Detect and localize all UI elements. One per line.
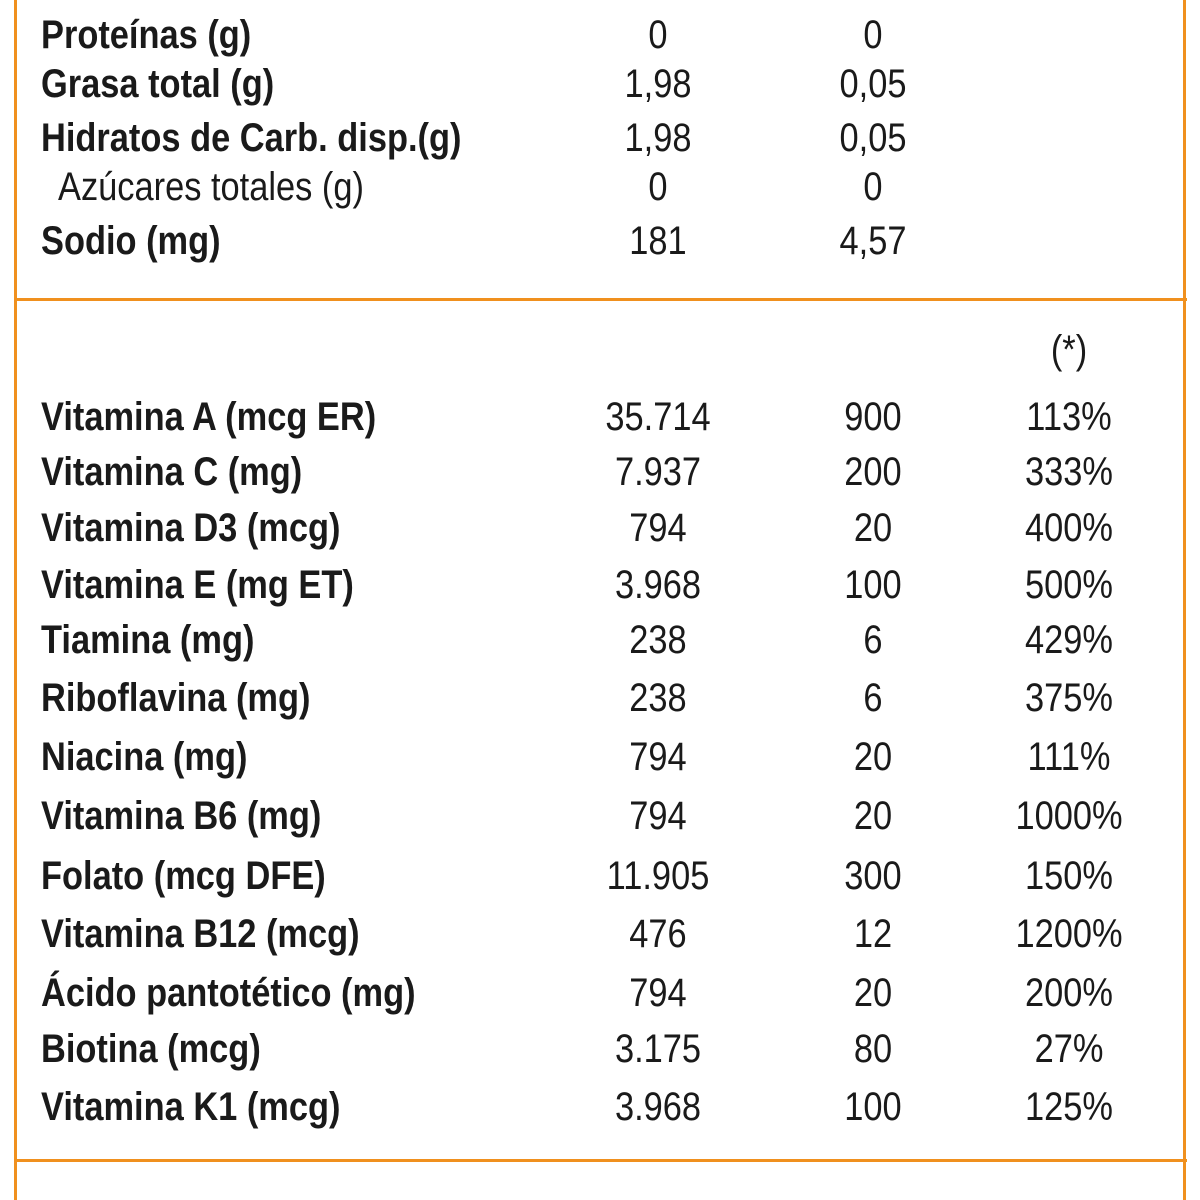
per-serving-value: 100 <box>844 563 902 607</box>
per-100g-value: 0 <box>648 13 668 57</box>
daily-value-percent: 375% <box>1025 676 1113 720</box>
per-serving-value: 0,05 <box>839 116 907 160</box>
table-row: Hidratos de Carb. disp.(g) 1,98 0,05 <box>0 113 1200 163</box>
daily-value-percent: 333% <box>1025 450 1113 494</box>
table-row: Vitamina E (mg ET) 3.968 100 500% <box>0 560 1200 610</box>
per-serving-value: 20 <box>853 506 893 550</box>
daily-value-percent: 429% <box>1025 618 1113 662</box>
table-row: Sodio (mg) 181 4,57 <box>0 216 1200 266</box>
daily-value-percent: 400% <box>1025 506 1113 550</box>
per-100g-value: 1,98 <box>624 116 692 160</box>
daily-value-percent: 113% <box>1026 395 1112 439</box>
nutrient-label: Grasa total (g) <box>41 62 275 106</box>
daily-value-percent: 125% <box>1025 1085 1113 1129</box>
per-serving-value: 20 <box>853 971 893 1015</box>
table-row: Proteínas (g) 0 0 <box>0 10 1200 60</box>
table-row: Vitamina B6 (mg) 794 20 1000% <box>0 791 1200 841</box>
per-serving-value: 20 <box>853 735 893 779</box>
nutrient-label: Ácido pantotético (mg) <box>41 971 416 1015</box>
per-100g-value: 794 <box>629 794 687 838</box>
per-serving-value: 0,05 <box>839 62 907 106</box>
per-serving-value: 300 <box>844 854 902 898</box>
nutrient-label: Riboflavina (mg) <box>41 676 311 720</box>
nutrient-label: Biotina (mcg) <box>41 1027 261 1071</box>
nutrient-label: Niacina (mg) <box>41 735 248 779</box>
section-divider <box>15 298 1187 301</box>
per-100g-value: 181 <box>629 219 687 263</box>
daily-value-percent: 500% <box>1025 563 1113 607</box>
table-row: Grasa total (g) 1,98 0,05 <box>0 59 1200 109</box>
nutrient-label: Folato (mcg DFE) <box>41 854 326 898</box>
per-serving-value: 900 <box>844 395 902 439</box>
table-row: Ácido pantotético (mg) 794 20 200% <box>0 968 1200 1018</box>
table-row: Azúcares totales (g) 0 0 <box>0 162 1200 212</box>
per-100g-value: 238 <box>629 676 687 720</box>
daily-value-percent: 150% <box>1025 854 1113 898</box>
per-100g-value: 238 <box>629 618 687 662</box>
vitamins-header: (*) <box>0 325 1200 375</box>
per-serving-value: 4,57 <box>839 219 907 263</box>
per-serving-value: 100 <box>844 1085 902 1129</box>
table-row: Tiamina (mg) 238 6 429% <box>0 615 1200 665</box>
per-100g-value: 3.968 <box>614 1085 702 1129</box>
table-row: Vitamina D3 (mcg) 794 20 400% <box>0 503 1200 553</box>
per-serving-value: 6 <box>863 618 883 662</box>
nutrient-label: Proteínas (g) <box>41 13 252 57</box>
per-serving-value: 0 <box>863 13 883 57</box>
nutrient-label: Vitamina A (mcg ER) <box>41 395 377 439</box>
per-serving-value: 0 <box>863 165 883 209</box>
table-row: Vitamina K1 (mcg) 3.968 100 125% <box>0 1082 1200 1132</box>
section-divider <box>15 1159 1187 1162</box>
nutrient-label: Vitamina K1 (mcg) <box>41 1085 341 1129</box>
nutrient-label: Sodio (mg) <box>41 219 221 263</box>
nutrient-label: Vitamina E (mg ET) <box>41 563 354 607</box>
per-serving-value: 200 <box>844 450 902 494</box>
nutrient-label: Azúcares totales (g) <box>58 165 364 209</box>
daily-value-percent: 200% <box>1025 971 1113 1015</box>
daily-value-percent: 111% <box>1027 735 1111 779</box>
nutrient-label: Vitamina B12 (mcg) <box>41 912 360 956</box>
table-row: Biotina (mcg) 3.175 80 27% <box>0 1024 1200 1074</box>
per-100g-value: 794 <box>629 506 687 550</box>
per-100g-value: 0 <box>648 165 668 209</box>
table-row: Niacina (mg) 794 20 111% <box>0 732 1200 782</box>
per-serving-value: 20 <box>853 794 893 838</box>
daily-value-percent: 1200% <box>1015 912 1123 956</box>
left-border <box>14 0 17 1200</box>
per-100g-value: 794 <box>629 735 687 779</box>
per-100g-value: 476 <box>629 912 687 956</box>
nutrient-label: Vitamina C (mg) <box>41 450 303 494</box>
daily-value-percent: 1000% <box>1015 794 1123 838</box>
nutrient-label: Vitamina D3 (mcg) <box>41 506 341 550</box>
per-100g-value: 3.968 <box>614 563 702 607</box>
per-serving-value: 12 <box>853 912 893 956</box>
table-row: Folato (mcg DFE) 11.905 300 150% <box>0 851 1200 901</box>
per-serving-value: 80 <box>853 1027 893 1071</box>
table-row: Vitamina A (mcg ER) 35.714 900 113% <box>0 392 1200 442</box>
per-serving-value: 6 <box>863 676 883 720</box>
nutrient-label: Tiamina (mg) <box>41 618 255 662</box>
per-100g-value: 7.937 <box>614 450 702 494</box>
table-row: Vitamina C (mg) 7.937 200 333% <box>0 447 1200 497</box>
daily-value-header: (*) <box>1050 328 1088 372</box>
per-100g-value: 35.714 <box>605 395 711 439</box>
nutrient-label: Hidratos de Carb. disp.(g) <box>41 116 462 160</box>
right-border <box>1183 0 1186 1200</box>
per-100g-value: 11.905 <box>606 854 710 898</box>
table-row: Riboflavina (mg) 238 6 375% <box>0 673 1200 723</box>
per-100g-value: 794 <box>629 971 687 1015</box>
nutrient-label: Vitamina B6 (mg) <box>41 794 322 838</box>
table-row: Vitamina B12 (mcg) 476 12 1200% <box>0 909 1200 959</box>
per-100g-value: 3.175 <box>614 1027 702 1071</box>
daily-value-percent: 27% <box>1034 1027 1104 1071</box>
per-100g-value: 1,98 <box>624 62 692 106</box>
